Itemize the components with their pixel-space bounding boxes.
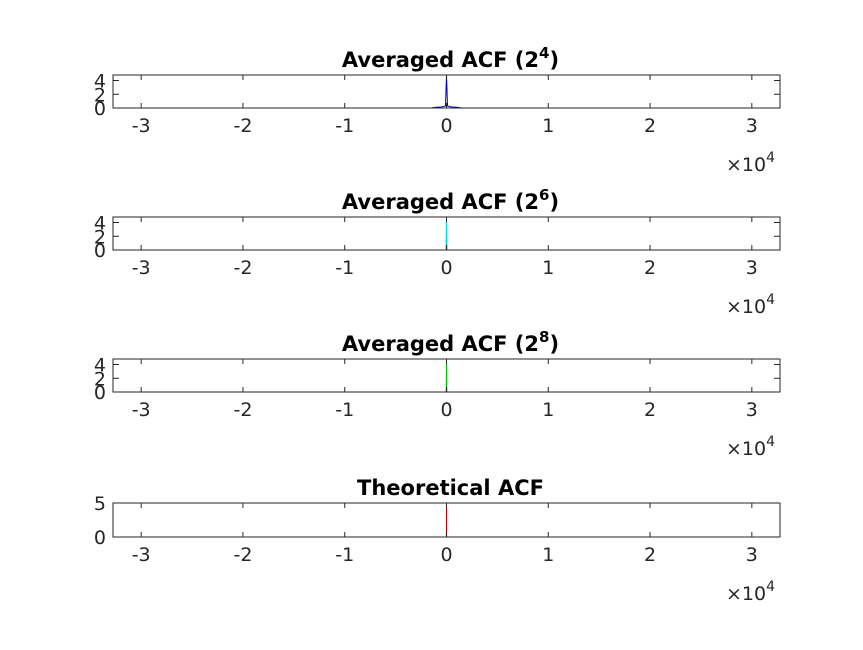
y-tick-label: 2 (94, 368, 106, 390)
x-exponent-label: ×104 (726, 434, 775, 460)
x-exponent-label: ×104 (726, 579, 775, 605)
x-tick-label: 3 (746, 115, 758, 137)
x-tick-label: 2 (644, 544, 656, 566)
x-tick-label: 3 (746, 399, 758, 421)
x-tick-label: 1 (542, 115, 554, 137)
y-tick-label: 0 (94, 240, 106, 262)
y-tick-label: 4 (94, 71, 106, 93)
x-tick-label: -1 (335, 115, 354, 137)
x-tick-label: -1 (335, 257, 354, 279)
x-exponent-label: ×104 (726, 292, 775, 318)
x-tick-label: 1 (542, 257, 554, 279)
x-tick-label: 2 (644, 399, 656, 421)
y-tick-label: 0 (94, 382, 106, 404)
x-tick-label: -1 (335, 399, 354, 421)
subplot-4: -3 -2 -1 0 1 2 3 0 5 Theoretical ACF ×104 (94, 476, 781, 605)
x-tick-label: 0 (440, 399, 452, 421)
subplot-title: Averaged ACF (28) (342, 328, 559, 356)
y-tick-label: 5 (94, 493, 106, 515)
subplot-title: Averaged ACF (24) (342, 44, 559, 72)
y-tick-label: 2 (94, 84, 106, 106)
y-tick-label: 0 (94, 98, 106, 120)
x-tick-label: 0 (440, 257, 452, 279)
x-tick-label: -3 (132, 115, 151, 137)
y-tick-label: 4 (94, 355, 106, 377)
y-tick-label: 4 (94, 213, 106, 235)
x-tick-label: 2 (644, 115, 656, 137)
x-tick-label: 0 (440, 115, 452, 137)
x-tick-label: -2 (233, 544, 252, 566)
subplot-title: Theoretical ACF (357, 476, 544, 500)
x-tick-label: 2 (644, 257, 656, 279)
x-tick-label: -3 (132, 544, 151, 566)
x-tick-label: -2 (233, 399, 252, 421)
x-tick-label: -1 (335, 544, 354, 566)
x-tick-label: 3 (746, 544, 758, 566)
x-tick-label: -3 (132, 399, 151, 421)
y-tick-label: 0 (94, 527, 106, 549)
x-tick-label: -2 (233, 257, 252, 279)
x-tick-label: 1 (542, 399, 554, 421)
y-tick-label: 2 (94, 226, 106, 248)
x-tick-label: -2 (233, 115, 252, 137)
x-exponent-label: ×104 (726, 150, 775, 176)
x-tick-label: 3 (746, 257, 758, 279)
subplot-title: Averaged ACF (26) (342, 186, 559, 214)
x-tick-label: 0 (440, 544, 452, 566)
x-tick-label: -3 (132, 257, 151, 279)
x-tick-label: 1 (542, 544, 554, 566)
